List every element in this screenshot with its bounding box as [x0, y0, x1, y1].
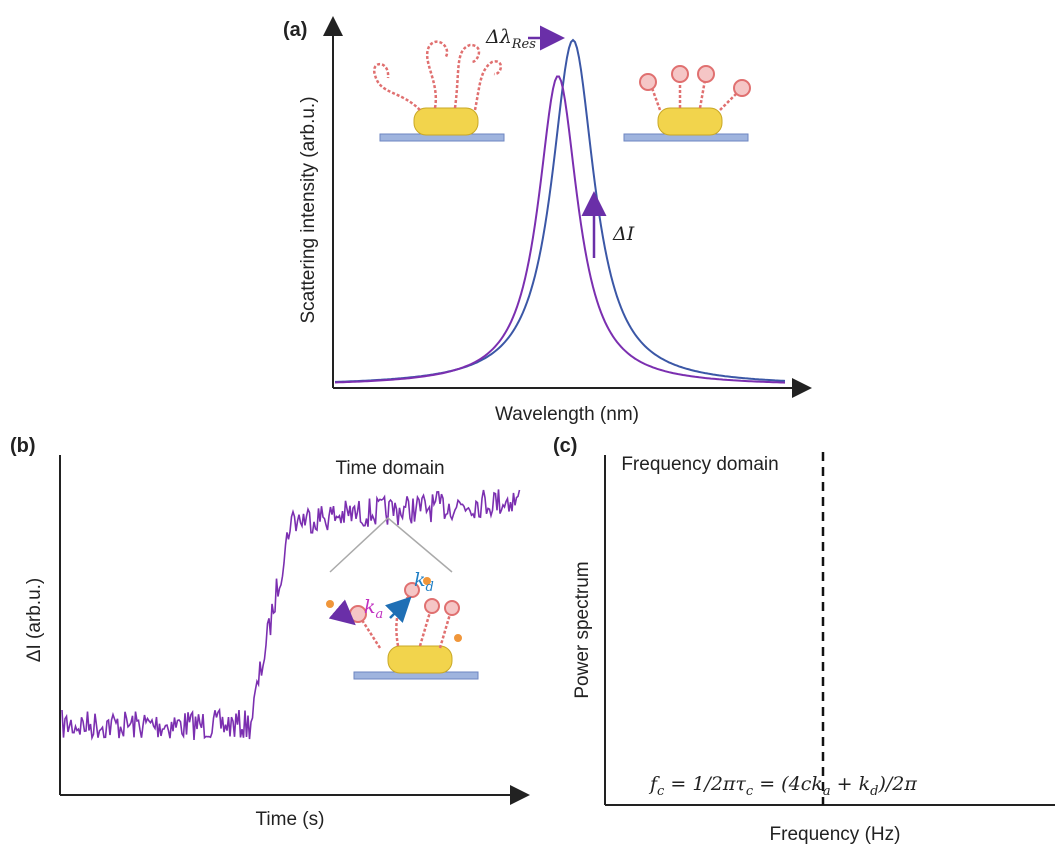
panel-b: ka kd (b) Time domain ΔI (arb.u.) Time (…	[10, 435, 530, 830]
curve	[335, 38, 786, 383]
formula-sub: c	[657, 784, 665, 799]
label-sub: d	[426, 580, 434, 595]
panel-label: (b)	[10, 435, 36, 457]
delta-label: ΔI	[612, 223, 635, 245]
panel-label: (c)	[553, 435, 577, 457]
x-label: Wavelength (nm)	[495, 404, 639, 425]
panel-a: (a) ΔλRes ΔI Scattering intensity (arb.u…	[283, 16, 812, 425]
formula-part: )/2π	[877, 773, 917, 795]
panel-title: Time domain	[335, 458, 444, 479]
kd-label: kd	[414, 569, 434, 595]
y-label: Scattering intensity (arb.u.)	[298, 96, 319, 323]
formula-sub: a	[823, 784, 831, 799]
y-label: Power spectrum	[572, 561, 593, 698]
trace	[61, 489, 521, 741]
y-label: ΔI (arb.u.)	[24, 578, 45, 663]
arrow	[385, 596, 412, 623]
analytes	[326, 577, 462, 642]
formula-sub: c	[746, 784, 754, 799]
label-sub: Res	[511, 37, 536, 52]
formula-sub: d	[870, 784, 878, 799]
nanorod-icon	[353, 645, 479, 680]
strands	[372, 40, 739, 111]
formula: fc = 1/2πτc = (4cka + kd)/2π	[648, 773, 917, 799]
x-label: Time (s)	[256, 809, 325, 830]
nanorod-icon	[623, 107, 749, 142]
panel-title: Frequency domain	[621, 454, 778, 475]
panel-label: (a)	[283, 19, 307, 41]
label-main: k	[364, 596, 376, 618]
label-main: Δλ	[485, 26, 512, 48]
x-label: Frequency (Hz)	[770, 824, 901, 845]
shift-label: ΔλRes	[485, 26, 536, 52]
panel-c: (c) Frequency domain Power spectrum Freq…	[553, 435, 1055, 845]
label-main: k	[414, 569, 426, 591]
formula-part: f	[648, 773, 660, 795]
ka-label: ka	[364, 596, 383, 622]
nanorod-icon	[379, 107, 505, 142]
label-sub: a	[376, 607, 384, 622]
hairpins	[639, 65, 751, 97]
curve	[334, 75, 786, 384]
formula-part: = 1/2πτ	[664, 773, 746, 795]
formula-part: = (4ck	[753, 773, 823, 795]
formula-part: + k	[831, 773, 871, 795]
zoom-lines	[329, 516, 453, 573]
arrow	[328, 599, 356, 626]
